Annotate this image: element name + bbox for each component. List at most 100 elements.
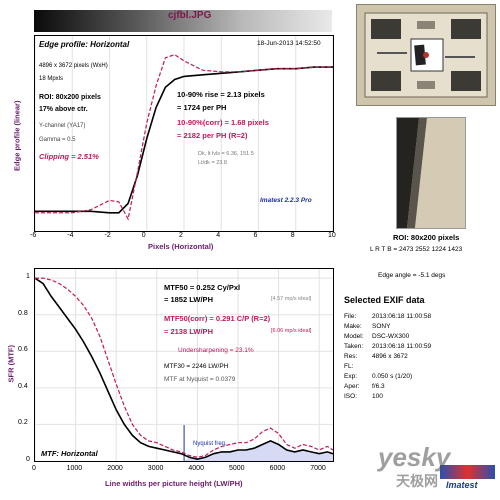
mtf-y-tick-label: 0.2 bbox=[18, 419, 28, 427]
mtf-plot bbox=[34, 268, 334, 462]
edge-x-tick-label: 8 bbox=[290, 232, 295, 239]
mtf-series-corrected bbox=[35, 277, 333, 458]
mtf-y-tick-label: 0.8 bbox=[18, 309, 28, 317]
exif-value: 2013:06:18 11:00:58 bbox=[372, 313, 432, 320]
mtf-y-tick-label: 0.4 bbox=[18, 382, 28, 390]
exif-key: Exp: bbox=[344, 373, 358, 380]
exif-row: Make: SONY bbox=[344, 323, 390, 330]
edge-x-tick-label: 2 bbox=[179, 232, 183, 239]
exif-value: DSC-WX300 bbox=[372, 333, 410, 340]
edge-profile-chart bbox=[35, 36, 333, 231]
nyquist-shaded-area bbox=[184, 440, 333, 461]
exif-title: Selected EXIF data bbox=[344, 295, 425, 305]
exif-key: Aper: bbox=[344, 383, 360, 390]
edge-x-tick-label: -2 bbox=[104, 232, 111, 239]
edge-above-ctr: 17% above ctr. bbox=[39, 106, 88, 113]
edge-timestamp: 18-Jun-2013 14:52:50 bbox=[257, 40, 321, 47]
exif-row: Taken: 2013:06:18 11:00:59 bbox=[344, 343, 431, 350]
edge-x-tick-label: 10 bbox=[328, 232, 336, 239]
exif-value: SONY bbox=[372, 323, 391, 330]
imatest-logo: Imatest bbox=[440, 465, 495, 495]
file-title: cjfbl.JPG bbox=[168, 10, 212, 21]
edge-roi: ROI: 80x200 pixels bbox=[39, 94, 101, 101]
mtf-x-tick-label: 4000 bbox=[188, 465, 204, 472]
mtf-x-tick-label: 2000 bbox=[107, 465, 123, 472]
edge-x-tick-label: 6 bbox=[253, 232, 258, 239]
edge-x-tick-label: 0 bbox=[141, 232, 146, 239]
mtf50-corr-1: MTF50(corr) = 0.291 C/P (R=2) bbox=[164, 314, 271, 323]
mtf-x-tick-label: 0 bbox=[32, 465, 36, 472]
mtf50-2: = 1852 LW/PH bbox=[164, 295, 213, 304]
exif-key: File: bbox=[344, 313, 357, 320]
edge-title: Edge profile: Horizontal bbox=[39, 40, 130, 49]
exif-key: Taken: bbox=[344, 343, 364, 350]
mtf-x-tick-label: 6000 bbox=[269, 465, 286, 472]
exif-key: Model: bbox=[344, 333, 364, 340]
exif-value: 2013:06:18 11:00:59 bbox=[372, 343, 432, 350]
edge-x-tick-label: -6 bbox=[30, 232, 37, 239]
mtf30: MTF30 = 2246 LW/PH bbox=[164, 363, 229, 370]
exif-key: ISO: bbox=[344, 393, 358, 400]
exif-row: FL: bbox=[344, 363, 372, 370]
mtf-y-label: SFR (MTF) bbox=[6, 345, 16, 383]
exif-row: Model: DSC-WX300 bbox=[344, 333, 409, 340]
mtf-chart bbox=[35, 269, 333, 461]
undersharpening: Undersharpening = 23.1% bbox=[178, 347, 254, 354]
edge-y-label: Edge profile (linear) bbox=[12, 100, 22, 171]
mtf-x-tick-label: 7000 bbox=[310, 465, 326, 472]
exif-row: ISO: 100 bbox=[344, 393, 383, 400]
edge-dims: 4896 x 3672 pixels (WxH) bbox=[39, 63, 108, 69]
edge-rise-1: 10-90% rise = 2.13 pixels bbox=[177, 90, 265, 99]
edge-corr-1: 10-90%(corr) = 1.68 pixels bbox=[177, 118, 269, 127]
exif-key: Make: bbox=[344, 323, 362, 330]
edge-dk-levels: Dk, lt lvls = 6.36, 151.5 bbox=[198, 151, 254, 157]
yesky-watermark: yesky bbox=[378, 442, 451, 472]
mtf-x-tick-label: 5000 bbox=[228, 465, 245, 472]
exif-row: Exp: 0.050 s (1/20) bbox=[344, 373, 412, 380]
exif-row: File: 2013:06:18 11:00:58 bbox=[344, 313, 431, 320]
test-chart-thumbnail bbox=[356, 4, 496, 106]
roi-lrtb: L R T B = 2473 2552 1224 1423 bbox=[370, 246, 463, 253]
edge-clipping: Clipping = 2.51% bbox=[39, 152, 99, 161]
mtf-nyquist: MTF at Nyquist = 0.0379 bbox=[164, 376, 236, 383]
mtf-y-tick-label: 1 bbox=[26, 273, 30, 281]
version-label: Imatest 2.2.3 Pro bbox=[260, 197, 312, 204]
edge-channel: Y-channel (YA17) bbox=[39, 123, 86, 129]
mtf50-1: MTF50 = 0.252 Cy/Pxl bbox=[164, 283, 241, 292]
exif-value: 4896 x 3672 bbox=[372, 353, 408, 360]
exif-row: Res: 4896 x 3672 bbox=[344, 353, 408, 360]
mtf-y-tick-label: 0.6 bbox=[18, 346, 28, 354]
mtf-x-tick-label: 3000 bbox=[147, 465, 164, 472]
edge-rise-2: = 1724 per PH bbox=[177, 103, 227, 112]
yesky-watermark-cn: 天极网 bbox=[396, 473, 438, 489]
exif-value: 100 bbox=[372, 393, 383, 400]
edge-mpxls: 18 Mpxls bbox=[39, 76, 64, 82]
imatest-logo-text: Imatest bbox=[446, 480, 478, 490]
roi-side-label: ROI: 80x200 pixels bbox=[393, 233, 460, 242]
mtf50-corr-ideal: [6.06 mp/s ideal] bbox=[271, 328, 312, 334]
exif-value: 0.050 s (1/20) bbox=[372, 373, 413, 380]
mtf-y-tick-label: 0 bbox=[26, 456, 30, 463]
exif-row: Aper: f/6.3 bbox=[344, 383, 385, 390]
mtf-x-label: Line widths per picture height (LW/PH) bbox=[105, 479, 243, 488]
intensity-gradient-bar bbox=[34, 10, 332, 32]
edge-gamma: Gamma = 0.5 bbox=[39, 137, 76, 143]
nyquist-label: Nyquist freq. bbox=[193, 441, 227, 447]
exif-key: Res: bbox=[344, 353, 358, 360]
edge-profile-plot bbox=[34, 35, 334, 232]
edge-lt-dk: Lt/dk = 23.8 bbox=[198, 160, 227, 166]
mtf-x-tick-label: 1000 bbox=[66, 465, 83, 472]
exif-value: f/6.3 bbox=[372, 383, 385, 390]
edge-x-label: Pixels (Horizontal) bbox=[148, 242, 214, 251]
mtf50-ideal: [4.57 mp/s ideal] bbox=[271, 296, 312, 302]
roi-crop-image bbox=[396, 117, 466, 229]
edge-series-corrected bbox=[35, 54, 333, 221]
edge-x-tick-label: -4 bbox=[67, 232, 74, 239]
mtf50-corr-2: = 2138 LW/PH bbox=[164, 327, 213, 336]
edge-x-tick-label: 4 bbox=[216, 232, 221, 239]
mtf-series-measured bbox=[35, 277, 333, 461]
mtf-chart-label: MTF: Horizontal bbox=[41, 449, 98, 458]
exif-key: FL: bbox=[344, 363, 354, 370]
edge-corr-2: = 2182 per PH (R=2) bbox=[177, 131, 248, 140]
edge-angle: Edge angle = -5.1 degs bbox=[378, 272, 446, 279]
